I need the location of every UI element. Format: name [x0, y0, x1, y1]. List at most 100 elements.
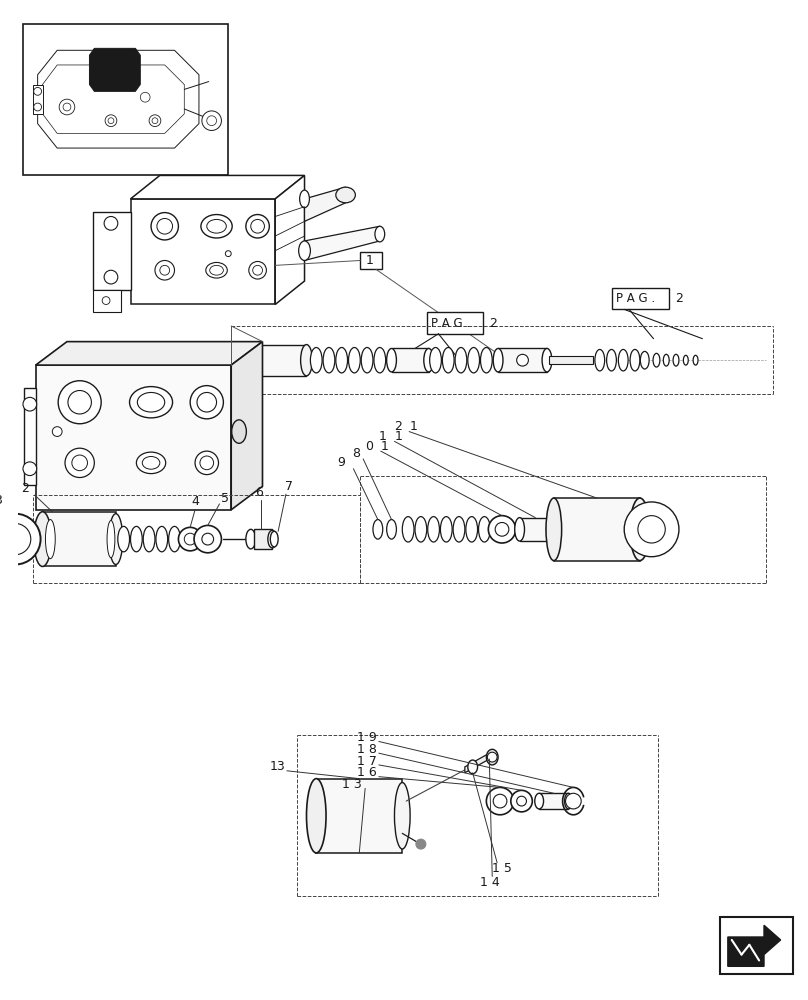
- Text: 0: 0: [365, 440, 373, 453]
- Ellipse shape: [336, 347, 347, 373]
- Bar: [23, 24, 229, 175]
- Bar: [360, 252, 381, 269]
- Circle shape: [190, 386, 223, 419]
- Circle shape: [638, 516, 665, 543]
- Bar: [427, 312, 483, 334]
- Circle shape: [195, 451, 218, 475]
- Polygon shape: [36, 342, 263, 365]
- Circle shape: [197, 392, 217, 412]
- Ellipse shape: [107, 521, 115, 558]
- Ellipse shape: [137, 392, 165, 412]
- Circle shape: [34, 103, 41, 111]
- Circle shape: [488, 516, 516, 543]
- Circle shape: [416, 839, 426, 849]
- Circle shape: [104, 270, 118, 284]
- Polygon shape: [728, 925, 781, 966]
- Circle shape: [253, 265, 263, 275]
- Polygon shape: [498, 348, 547, 372]
- Ellipse shape: [640, 351, 649, 369]
- Ellipse shape: [468, 347, 479, 373]
- Polygon shape: [231, 342, 263, 510]
- Circle shape: [105, 115, 117, 127]
- Text: 5: 5: [221, 492, 229, 505]
- Ellipse shape: [156, 526, 168, 552]
- Ellipse shape: [210, 265, 223, 275]
- Ellipse shape: [455, 347, 467, 373]
- Circle shape: [495, 522, 509, 536]
- Ellipse shape: [535, 793, 544, 809]
- Polygon shape: [520, 518, 551, 541]
- Circle shape: [202, 111, 221, 130]
- Circle shape: [493, 794, 507, 808]
- Circle shape: [59, 99, 75, 115]
- Circle shape: [200, 456, 213, 470]
- Text: 1 9: 1 9: [357, 731, 377, 744]
- Circle shape: [151, 213, 179, 240]
- Text: 2: 2: [490, 317, 497, 330]
- Ellipse shape: [693, 355, 698, 365]
- Ellipse shape: [373, 520, 383, 539]
- Ellipse shape: [673, 354, 679, 366]
- Circle shape: [34, 87, 41, 95]
- Text: 3: 3: [0, 494, 2, 507]
- Circle shape: [141, 92, 150, 102]
- Circle shape: [249, 261, 267, 279]
- Ellipse shape: [374, 347, 385, 373]
- Text: 1: 1: [410, 420, 418, 433]
- Bar: [720, 917, 793, 974]
- Polygon shape: [465, 753, 490, 773]
- Ellipse shape: [306, 779, 326, 853]
- Ellipse shape: [301, 345, 313, 376]
- Circle shape: [23, 397, 36, 411]
- Ellipse shape: [466, 517, 478, 542]
- Ellipse shape: [618, 349, 628, 371]
- Polygon shape: [316, 779, 402, 853]
- Text: P A G .: P A G .: [431, 317, 469, 330]
- Ellipse shape: [478, 517, 490, 542]
- Ellipse shape: [375, 226, 385, 242]
- Circle shape: [625, 502, 679, 557]
- Ellipse shape: [137, 452, 166, 474]
- Circle shape: [246, 215, 269, 238]
- Ellipse shape: [546, 519, 555, 540]
- Polygon shape: [549, 356, 593, 364]
- Circle shape: [65, 448, 95, 478]
- Ellipse shape: [440, 517, 452, 542]
- Text: 1: 1: [381, 440, 389, 453]
- Circle shape: [516, 354, 528, 366]
- Ellipse shape: [424, 348, 434, 372]
- Text: 1: 1: [379, 430, 387, 443]
- Circle shape: [149, 115, 161, 127]
- Ellipse shape: [118, 526, 129, 552]
- Text: 1 8: 1 8: [357, 743, 377, 756]
- Ellipse shape: [630, 498, 650, 561]
- Ellipse shape: [430, 347, 441, 373]
- Ellipse shape: [415, 517, 427, 542]
- Circle shape: [58, 381, 101, 424]
- Text: 13: 13: [269, 760, 285, 773]
- Ellipse shape: [595, 349, 604, 371]
- Circle shape: [72, 455, 87, 471]
- Text: 1: 1: [394, 430, 402, 443]
- Ellipse shape: [387, 348, 397, 372]
- Text: 2: 2: [675, 292, 683, 305]
- Circle shape: [53, 427, 62, 436]
- Ellipse shape: [481, 347, 492, 373]
- Text: 4: 4: [191, 495, 199, 508]
- Ellipse shape: [684, 355, 688, 365]
- Ellipse shape: [246, 345, 259, 376]
- Polygon shape: [90, 48, 141, 91]
- Polygon shape: [276, 175, 305, 304]
- Circle shape: [225, 251, 231, 257]
- Circle shape: [184, 533, 196, 545]
- Circle shape: [23, 462, 36, 476]
- Circle shape: [152, 118, 158, 124]
- Ellipse shape: [442, 347, 454, 373]
- Ellipse shape: [387, 520, 397, 539]
- Ellipse shape: [565, 793, 572, 809]
- Circle shape: [487, 752, 497, 762]
- Circle shape: [157, 218, 173, 234]
- Text: 1 7: 1 7: [357, 755, 377, 768]
- Polygon shape: [94, 290, 120, 312]
- Text: 1 5: 1 5: [492, 862, 512, 875]
